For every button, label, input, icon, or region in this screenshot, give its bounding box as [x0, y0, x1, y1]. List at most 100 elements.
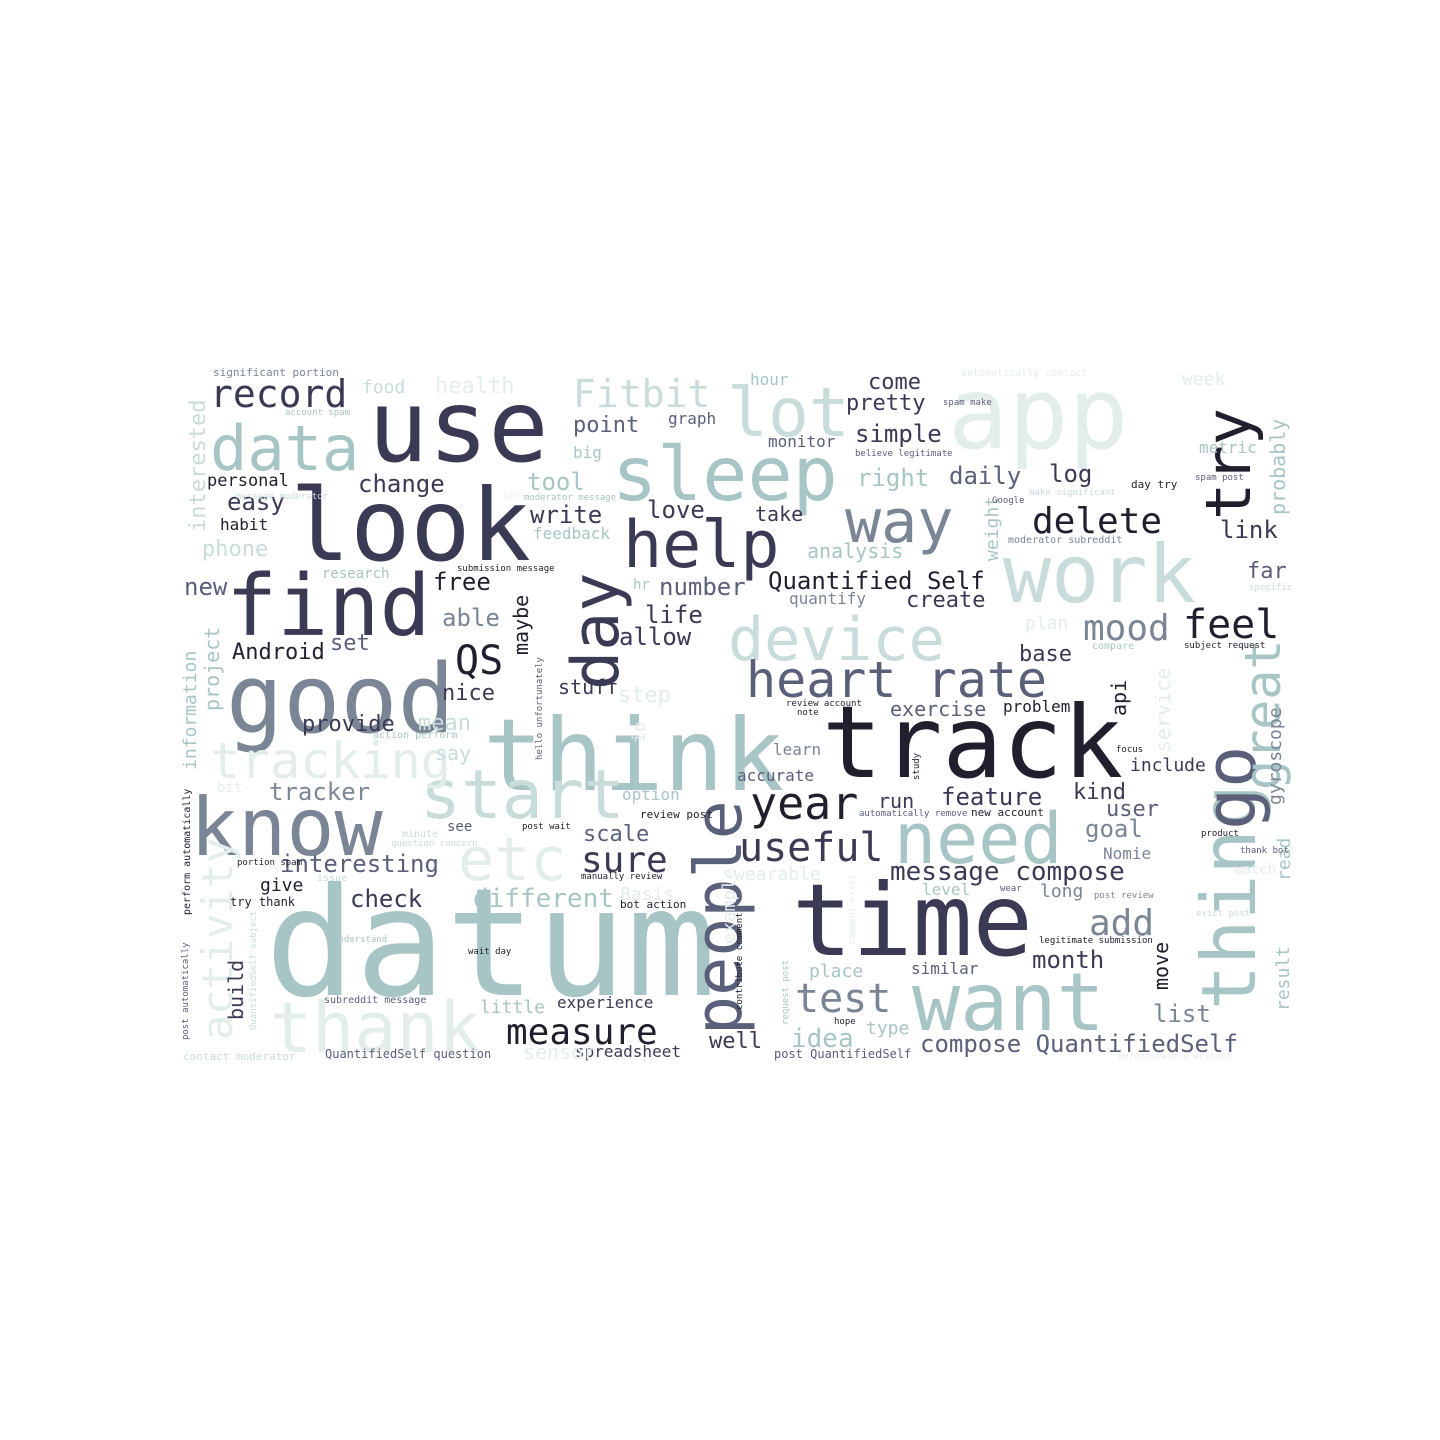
cloud-word: review account	[786, 699, 862, 709]
cloud-word: give	[260, 875, 303, 896]
cloud-word: people	[682, 800, 757, 1035]
cloud-word: hope	[834, 1017, 856, 1027]
cloud-word: app	[948, 355, 1129, 472]
cloud-word: weight	[982, 496, 1003, 561]
cloud-word: mood	[1083, 608, 1170, 649]
cloud-word: watch	[1234, 862, 1276, 878]
cloud-word: understand	[333, 935, 387, 945]
cloud-word: daily	[949, 462, 1021, 490]
cloud-word: Fitbit	[573, 372, 710, 416]
cloud-word: move	[1149, 942, 1173, 990]
cloud-word: bit	[217, 780, 242, 796]
cloud-word: device	[728, 605, 945, 675]
cloud-word: study	[912, 752, 922, 780]
cloud-word: base	[1019, 642, 1072, 667]
cloud-word: think	[483, 697, 784, 814]
cloud-word: tracking	[210, 732, 451, 790]
cloud-word: list	[1153, 1000, 1211, 1028]
cloud-word: post wait	[522, 822, 571, 832]
cloud-word: review post	[640, 808, 713, 821]
cloud-word: sleep	[612, 430, 838, 518]
cloud-word: note	[797, 708, 819, 718]
cloud-word: help	[623, 508, 780, 583]
cloud-word: day	[559, 573, 634, 690]
cloud-word: thank bot	[1240, 846, 1289, 856]
cloud-word: service	[1151, 668, 1175, 752]
cloud-word: include	[1130, 755, 1206, 776]
cloud-word: question concern	[391, 839, 478, 849]
cloud-word: need	[894, 798, 1063, 880]
cloud-word: useful	[739, 825, 884, 871]
cloud-word: problem	[1003, 697, 1070, 716]
cloud-word: different	[473, 884, 614, 914]
cloud-word: check	[350, 885, 423, 913]
cloud-word: manually review	[581, 872, 663, 882]
cloud-word: exist post	[1196, 909, 1250, 919]
cloud-word: right	[857, 464, 929, 492]
cloud-word: level	[922, 880, 970, 899]
cloud-word: say	[435, 741, 471, 765]
cloud-word: write	[530, 501, 602, 529]
cloud-word: focus	[1116, 745, 1143, 755]
cloud-word: change	[358, 470, 445, 498]
cloud-word: want	[912, 956, 1105, 1049]
cloud-word: delete	[1032, 501, 1162, 542]
cloud-word: thing	[1185, 784, 1273, 1010]
cloud-word: Nomie	[1103, 844, 1151, 863]
cloud-word: use	[368, 368, 549, 485]
cloud-word: moderator message	[524, 493, 616, 503]
cloud-word: interested	[186, 400, 211, 532]
cloud-word: wait day	[468, 947, 512, 957]
cloud-word: feedback	[533, 524, 610, 543]
cloud-word: new account	[971, 806, 1044, 819]
cloud-word: let	[503, 492, 519, 502]
cloud-word: create	[906, 588, 985, 613]
cloud-word: feel	[1183, 602, 1279, 648]
cloud-word: analysis	[807, 539, 903, 563]
cloud-word: idea	[791, 1024, 854, 1054]
cloud-word: similar	[911, 959, 979, 978]
cloud-word: contact moderator	[183, 1050, 296, 1063]
cloud-word: QS	[455, 638, 503, 684]
cloud-word: product	[1201, 829, 1239, 839]
cloud-word: lot	[727, 374, 850, 453]
cloud-word: monitor	[768, 432, 836, 451]
cloud-word: test	[795, 976, 891, 1022]
cloud-word: tool	[527, 468, 585, 496]
cloud-word: Quantified Self	[768, 567, 985, 595]
cloud-word: look	[290, 467, 531, 584]
cloud-word: subreddit message	[324, 995, 426, 1006]
cloud-word: significant portion	[213, 366, 339, 379]
cloud-word: result	[1273, 946, 1294, 1011]
cloud-word: time	[792, 862, 1033, 979]
cloud-word: nice	[442, 681, 495, 706]
cloud-word: hour	[750, 370, 789, 389]
cloud-word: legitimate submission	[1039, 936, 1153, 946]
cloud-word: little	[480, 997, 545, 1018]
cloud-word: information	[180, 651, 201, 770]
cloud-word: provide	[302, 712, 395, 737]
cloud-word: good	[226, 645, 455, 755]
cloud-word: way	[845, 487, 953, 557]
cloud-word: probably	[1266, 419, 1290, 515]
cloud-word: run	[878, 789, 914, 813]
cloud-word: request post	[781, 960, 791, 1025]
cloud-word: learn	[773, 740, 821, 759]
cloud-word: far	[1247, 559, 1287, 584]
cloud-word: place	[809, 961, 863, 982]
cloud-word: spreadsheet	[575, 1042, 681, 1061]
cloud-word: set	[330, 631, 370, 656]
cloud-word: record	[210, 372, 347, 416]
cloud-word: activity	[193, 838, 242, 1040]
cloud-word: contribute comment	[735, 912, 745, 1010]
cloud-word: metric	[1199, 438, 1257, 457]
cloud-word: goal	[1085, 815, 1143, 843]
cloud-word: build	[224, 960, 248, 1020]
cloud-word: week	[1182, 369, 1226, 390]
cloud-word: sure	[581, 840, 668, 881]
cloud-word: free	[433, 568, 491, 596]
cloud-word: work	[1003, 528, 1196, 621]
cloud-word: comment exist	[848, 875, 858, 945]
cloud-word: step	[618, 683, 671, 708]
cloud-word: example	[719, 868, 740, 944]
